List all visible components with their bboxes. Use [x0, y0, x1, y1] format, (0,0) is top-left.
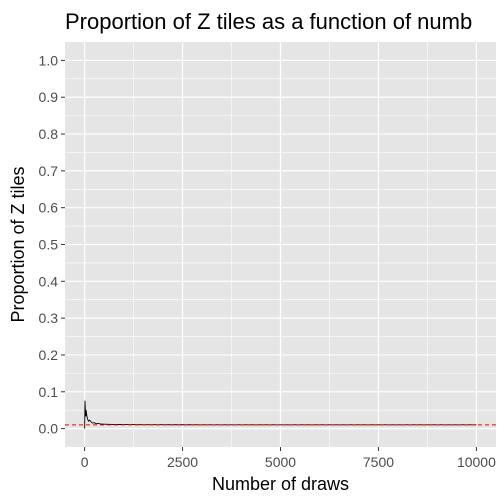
- x-tick-label: 2500: [167, 454, 198, 470]
- x-axis-title: Number of draws: [212, 474, 349, 494]
- y-tick-label: 0.5: [39, 237, 59, 253]
- y-tick-label: 0.3: [39, 310, 59, 326]
- y-tick-label: 0.0: [39, 421, 59, 437]
- x-tick-label: 0: [81, 454, 89, 470]
- y-tick-label: 0.9: [39, 89, 59, 105]
- chart-title: Proportion of Z tiles as a function of n…: [65, 9, 472, 34]
- y-tick-label: 0.4: [39, 273, 59, 289]
- y-tick-label: 0.2: [39, 347, 59, 363]
- y-tick-label: 1.0: [39, 52, 59, 68]
- y-tick-label: 0.8: [39, 126, 59, 142]
- x-tick-label: 5000: [265, 454, 296, 470]
- y-tick-label: 0.6: [39, 200, 59, 216]
- x-axis-ticks: 0 2500 5000 7500 10000: [81, 447, 496, 470]
- x-tick-label: 10000: [457, 454, 496, 470]
- y-tick-label: 0.1: [39, 384, 59, 400]
- y-axis-ticks: 0.0 0.1 0.2 0.3 0.4 0.5 0.6 0.7 0.8 0.9 1.0: [39, 52, 65, 437]
- y-tick-label: 0.7: [39, 163, 59, 179]
- x-tick-label: 7500: [363, 454, 394, 470]
- y-axis-title: Proportion of Z tiles: [8, 166, 28, 322]
- grid-major-x: [83, 42, 478, 447]
